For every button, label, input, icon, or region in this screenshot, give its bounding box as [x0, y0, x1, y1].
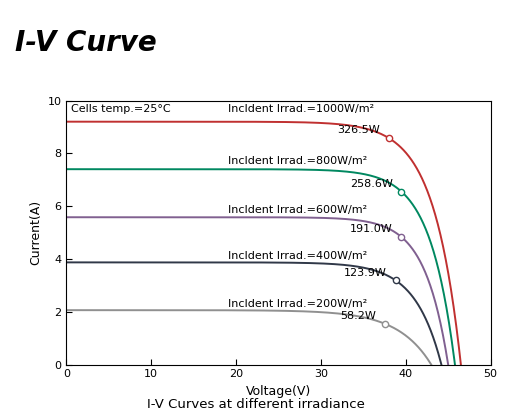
Text: I-V Curves at different irradiance: I-V Curves at different irradiance: [147, 398, 364, 411]
Text: 191.0W: 191.0W: [350, 224, 393, 234]
Text: IncIdent Irrad.=800W/m²: IncIdent Irrad.=800W/m²: [227, 156, 367, 166]
Text: 326.5W: 326.5W: [338, 125, 380, 135]
Text: IncIdent Irrad.=1000W/m²: IncIdent Irrad.=1000W/m²: [227, 104, 374, 114]
Text: Cells temp.=25°C: Cells temp.=25°C: [71, 104, 170, 114]
X-axis label: Voltage(V): Voltage(V): [246, 385, 311, 398]
Text: 258.6W: 258.6W: [350, 179, 393, 189]
Text: IncIdent Irrad.=200W/m²: IncIdent Irrad.=200W/m²: [227, 299, 367, 309]
Text: IncIdent Irrad.=400W/m²: IncIdent Irrad.=400W/m²: [227, 251, 367, 261]
Text: I-V Curve: I-V Curve: [15, 29, 157, 57]
Text: 123.9W: 123.9W: [344, 268, 387, 277]
Text: IncIdent Irrad.=600W/m²: IncIdent Irrad.=600W/m²: [227, 205, 367, 215]
Text: 58.2W: 58.2W: [340, 311, 376, 321]
Y-axis label: Current(A): Current(A): [29, 200, 42, 265]
